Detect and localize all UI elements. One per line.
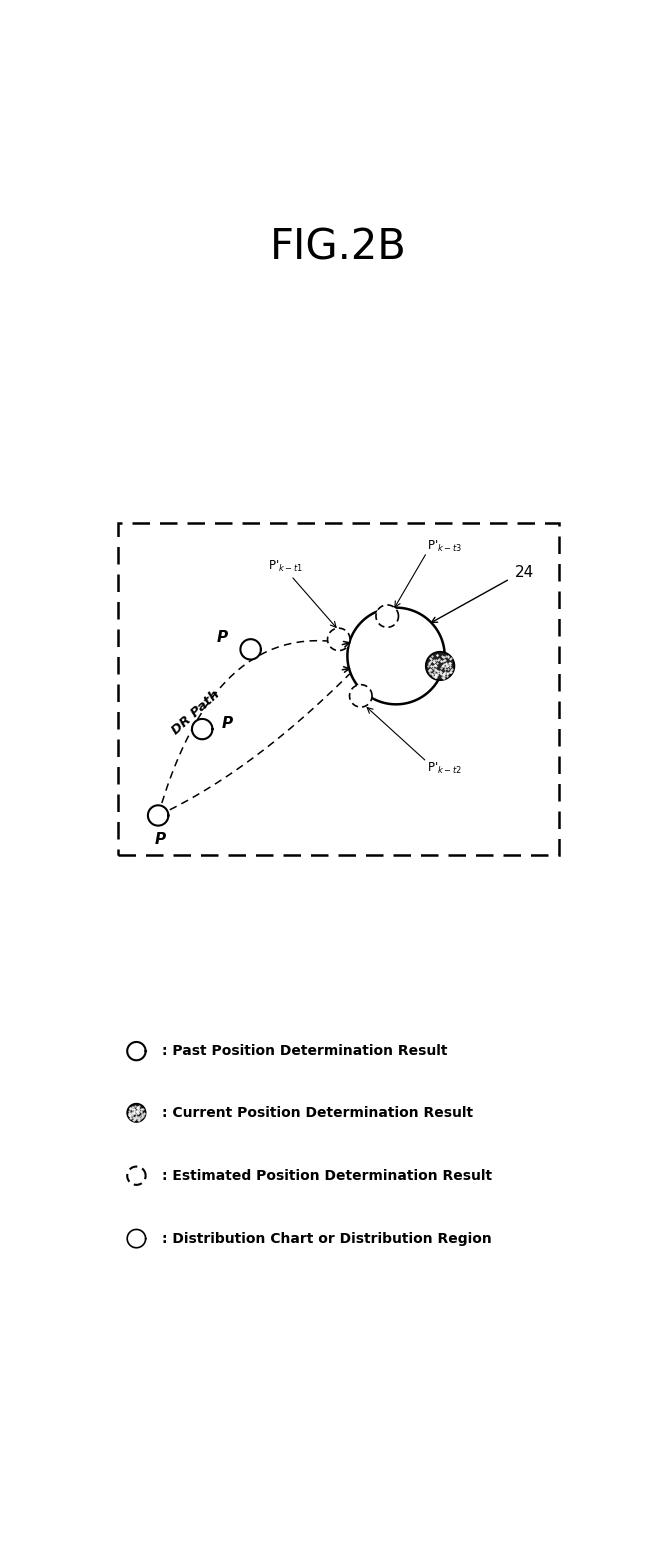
Polygon shape — [127, 1230, 145, 1248]
Polygon shape — [241, 640, 261, 660]
Text: : Estimated Position Determination Result: : Estimated Position Determination Resul… — [162, 1168, 492, 1182]
Polygon shape — [127, 1167, 145, 1185]
Text: P: P — [217, 630, 228, 646]
Text: P: P — [221, 715, 233, 730]
Bar — [118, 522, 559, 855]
Polygon shape — [148, 806, 169, 826]
Text: : Distribution Chart or Distribution Region: : Distribution Chart or Distribution Reg… — [162, 1231, 492, 1245]
Text: P: P — [155, 832, 167, 846]
Polygon shape — [127, 1042, 145, 1060]
Polygon shape — [192, 720, 212, 740]
Text: : Past Position Determination Result: : Past Position Determination Result — [162, 1045, 447, 1059]
Text: P'$_{k-t3}$: P'$_{k-t3}$ — [427, 539, 462, 553]
Text: FIG.2B: FIG.2B — [270, 227, 407, 268]
Polygon shape — [127, 1103, 145, 1122]
Text: : Current Position Determination Result: : Current Position Determination Result — [162, 1106, 473, 1120]
Text: DR Path: DR Path — [169, 687, 222, 737]
Text: 24: 24 — [515, 566, 534, 581]
Polygon shape — [350, 684, 372, 707]
Polygon shape — [426, 652, 454, 680]
Polygon shape — [376, 606, 399, 627]
Polygon shape — [327, 629, 350, 650]
Polygon shape — [348, 607, 445, 704]
Text: P'$_{k-t2}$: P'$_{k-t2}$ — [427, 761, 462, 777]
Text: P'$_{k-t1}$: P'$_{k-t1}$ — [268, 559, 303, 573]
